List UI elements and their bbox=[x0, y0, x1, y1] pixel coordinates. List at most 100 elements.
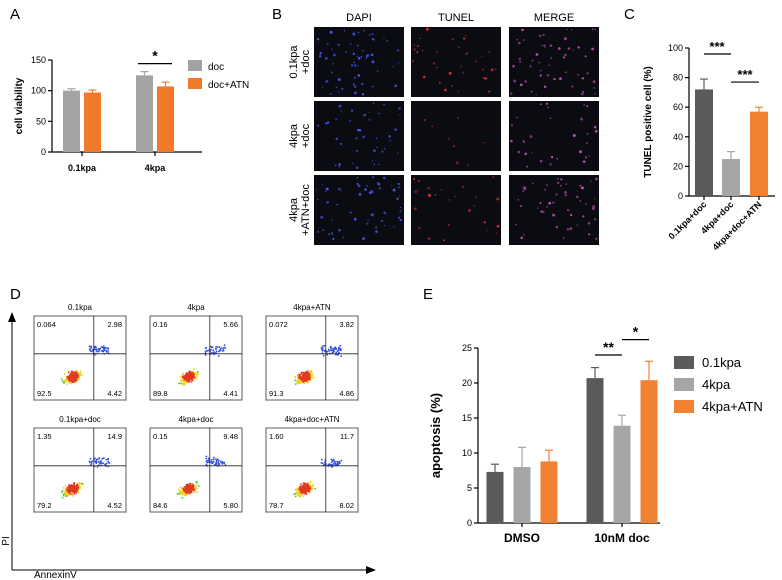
d-cell-event bbox=[187, 372, 190, 374]
b-cell-dot bbox=[338, 165, 341, 168]
d-quadrant-lr-value: 4.42 bbox=[107, 389, 122, 398]
d-cell-event bbox=[294, 375, 297, 378]
b-cell-dot bbox=[588, 155, 590, 157]
b-cell-dot bbox=[454, 195, 456, 198]
b-cell-dot bbox=[522, 189, 525, 192]
d-cell-event bbox=[304, 375, 307, 378]
b-cell-dot bbox=[588, 233, 591, 236]
d-quadrant-ul-value: 0.15 bbox=[153, 432, 168, 441]
b-cell-dot bbox=[523, 187, 527, 190]
b-cell-dot bbox=[353, 76, 356, 79]
d-cell-event bbox=[216, 346, 219, 349]
d-cell-event bbox=[181, 492, 184, 495]
d-cell-event bbox=[337, 351, 340, 354]
d-quadrant-ur-value: 14.9 bbox=[107, 432, 122, 441]
d-cell-event bbox=[211, 346, 214, 349]
d-cell-event bbox=[76, 491, 79, 494]
b-cell-dot bbox=[462, 71, 465, 74]
b-cell-dot bbox=[582, 90, 585, 93]
d-cell-event bbox=[70, 489, 72, 492]
d-cell-event bbox=[332, 458, 335, 461]
e-legend-label-0: 0.1kpa bbox=[702, 355, 742, 370]
d-cell-event bbox=[212, 349, 215, 352]
d-cell-event bbox=[192, 485, 195, 488]
b-cell-dot bbox=[316, 198, 319, 201]
b-cell-dot bbox=[592, 207, 595, 210]
b-cell-dot bbox=[590, 180, 592, 182]
d-cell-event bbox=[207, 457, 210, 460]
b-cell-dot bbox=[375, 230, 377, 232]
d-cell-event bbox=[191, 483, 194, 486]
b-cell-dot bbox=[593, 125, 597, 129]
b-cell-dot bbox=[355, 166, 359, 170]
a-legend-swatch-1 bbox=[188, 78, 202, 89]
d-cell-event bbox=[68, 381, 71, 384]
d-quadrant-ll-value: 79.2 bbox=[37, 501, 52, 510]
d-cell-event bbox=[215, 345, 217, 348]
d-cell-event bbox=[334, 461, 336, 464]
d-cell-event bbox=[215, 348, 218, 350]
b-cell-dot bbox=[572, 49, 574, 51]
d-cell-event bbox=[61, 380, 64, 382]
b-cell-dot bbox=[552, 213, 556, 217]
b-cell-dot bbox=[576, 195, 579, 199]
b-cell-dot bbox=[397, 152, 399, 154]
b-cell-dot bbox=[317, 230, 319, 233]
b-cell-dot bbox=[371, 37, 374, 41]
d-quadrant-ur-value: 5.66 bbox=[223, 320, 238, 329]
b-cell-dot bbox=[317, 124, 320, 127]
d-cell-event bbox=[72, 381, 75, 384]
b-cell-dot bbox=[423, 75, 426, 78]
d-quadrant-ur-value: 11.7 bbox=[340, 432, 354, 441]
d-cell-event bbox=[187, 484, 190, 487]
c-significance-stars-1: *** bbox=[709, 39, 725, 54]
b-cell-dot bbox=[373, 163, 375, 166]
d-plot-frame bbox=[265, 315, 359, 401]
d-cell-event bbox=[304, 489, 306, 492]
b-cell-dot bbox=[517, 41, 521, 45]
b-cell-dot bbox=[349, 42, 352, 45]
b-cell-dot bbox=[531, 152, 533, 154]
d-cell-event bbox=[79, 371, 82, 374]
b-cell-dot bbox=[370, 213, 374, 217]
d-cell-event bbox=[220, 461, 223, 464]
d-cell-event bbox=[296, 490, 299, 493]
d-cell-event bbox=[107, 350, 110, 352]
d-cell-event bbox=[97, 350, 100, 353]
d-cell-event bbox=[190, 491, 193, 494]
d-cell-event bbox=[330, 461, 333, 464]
b-row-label-line: +ATN+doc bbox=[300, 184, 312, 236]
d-cell-event bbox=[310, 374, 313, 376]
d-cell-event bbox=[328, 350, 330, 352]
b-cell-dot bbox=[354, 91, 357, 95]
b-cell-dot bbox=[518, 57, 522, 61]
b-cell-dot bbox=[360, 56, 363, 58]
b-cell-dot bbox=[436, 66, 438, 69]
d-cell-event bbox=[337, 462, 339, 464]
d-cell-event bbox=[335, 347, 337, 350]
d-cell-event bbox=[61, 489, 64, 492]
b-cell-dot bbox=[383, 224, 386, 227]
b-cell-dot bbox=[455, 161, 459, 165]
b-micrograph-1-1 bbox=[411, 101, 501, 171]
d-cell-event bbox=[105, 351, 108, 353]
b-cell-dot bbox=[366, 54, 370, 57]
b-cell-dot bbox=[357, 56, 361, 60]
d-cell-event bbox=[75, 378, 77, 381]
b-cell-dot bbox=[371, 159, 374, 162]
d-cell-event bbox=[183, 488, 186, 491]
b-cell-dot bbox=[378, 112, 380, 115]
e-bar-1-0 bbox=[513, 467, 531, 523]
b-cell-dot bbox=[513, 79, 517, 83]
d-cell-event bbox=[298, 486, 301, 489]
b-cell-dot bbox=[383, 211, 387, 215]
d-plot-frame bbox=[33, 315, 127, 401]
d-cell-event bbox=[327, 348, 330, 351]
d-cell-event bbox=[340, 355, 343, 358]
b-cell-dot bbox=[543, 44, 546, 47]
d-cell-event bbox=[89, 349, 92, 352]
b-cell-dot bbox=[378, 163, 380, 166]
b-cell-dot bbox=[566, 227, 570, 231]
d-cell-event bbox=[97, 461, 100, 463]
d-cell-event bbox=[70, 492, 73, 495]
